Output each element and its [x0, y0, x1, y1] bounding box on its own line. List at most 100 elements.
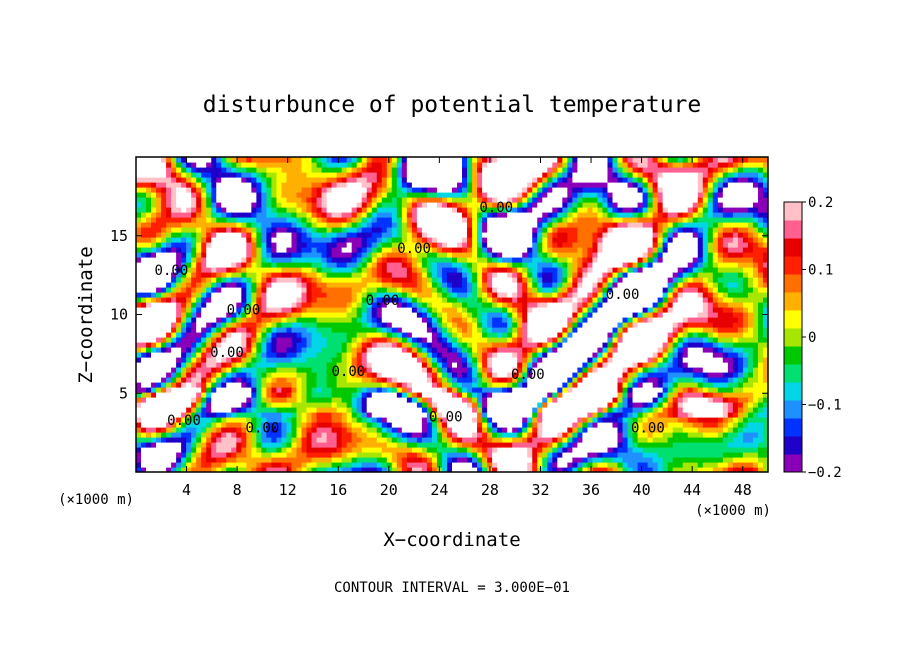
heatmap-cell	[396, 287, 403, 293]
heatmap-cell	[512, 317, 518, 323]
heatmap-cell	[261, 437, 268, 443]
heatmap-cell	[271, 177, 278, 183]
heatmap-cell	[431, 357, 438, 363]
heatmap-cell	[311, 337, 318, 343]
heatmap-cell	[256, 427, 262, 433]
heatmap-cell	[457, 287, 463, 293]
heatmap-cell	[391, 467, 398, 472]
heatmap-cell	[472, 162, 478, 168]
heatmap-cell	[346, 242, 353, 248]
heatmap-cell	[296, 337, 303, 343]
heatmap-cell	[216, 382, 222, 388]
heatmap-cell	[296, 382, 303, 388]
heatmap-cell	[211, 327, 217, 333]
heatmap-cell	[482, 202, 488, 208]
heatmap-cell	[211, 347, 217, 353]
heatmap-cell	[236, 397, 242, 403]
heatmap-cell	[206, 397, 212, 403]
heatmap-cell	[216, 347, 222, 353]
heatmap-cell	[401, 427, 408, 433]
heatmap-cell	[166, 407, 172, 413]
heatmap-cell	[492, 437, 498, 443]
heatmap-cell	[216, 427, 222, 433]
heatmap-cell	[166, 347, 172, 353]
heatmap-cell	[462, 217, 468, 223]
heatmap-cell	[236, 302, 242, 308]
heatmap-cell	[421, 207, 428, 213]
heatmap-cell	[216, 362, 222, 368]
heatmap-cell	[256, 307, 262, 313]
heatmap-cell	[336, 317, 343, 323]
heatmap-cell	[216, 417, 222, 423]
heatmap-cell	[331, 192, 338, 198]
heatmap-cell	[457, 262, 463, 268]
heatmap-cell	[371, 442, 378, 448]
heatmap-cell	[527, 372, 533, 378]
heatmap-cell	[376, 322, 383, 328]
heatmap-cell	[416, 187, 423, 193]
heatmap-cell	[211, 352, 217, 358]
heatmap-cell	[171, 432, 177, 438]
heatmap-cell	[306, 437, 313, 443]
heatmap-cell	[291, 287, 298, 293]
heatmap-cell	[472, 157, 478, 163]
heatmap-cell	[156, 217, 162, 223]
heatmap-cell	[226, 307, 232, 313]
heatmap-cell	[487, 177, 493, 183]
heatmap-cell	[467, 447, 473, 453]
heatmap-cell	[296, 322, 303, 328]
heatmap-cell	[321, 387, 328, 393]
heatmap-cell	[441, 332, 448, 338]
heatmap-cell	[251, 202, 257, 208]
heatmap-cell	[527, 307, 533, 313]
heatmap-cell	[231, 237, 237, 243]
heatmap-cell	[361, 252, 368, 258]
heatmap-cell	[321, 172, 328, 178]
heatmap-cell	[331, 162, 338, 168]
heatmap-cell	[261, 267, 268, 273]
heatmap-cell	[311, 327, 318, 333]
heatmap-cell	[266, 262, 273, 268]
heatmap-cell	[286, 427, 293, 433]
heatmap-cell	[502, 307, 508, 313]
heatmap-cell	[141, 362, 147, 368]
heatmap-cell	[522, 227, 528, 233]
heatmap-cell	[246, 172, 252, 178]
heatmap-cell	[186, 297, 192, 303]
heatmap-cell	[396, 337, 403, 343]
heatmap-cell	[371, 412, 378, 418]
heatmap-cell	[166, 417, 172, 423]
heatmap-cell	[381, 307, 388, 313]
heatmap-cell	[181, 192, 187, 198]
heatmap-cell	[136, 172, 142, 178]
heatmap-cell	[507, 357, 513, 363]
heatmap-cell	[517, 392, 523, 398]
heatmap-cell	[507, 457, 513, 463]
heatmap-cell	[161, 462, 167, 468]
heatmap-cell	[336, 367, 343, 373]
heatmap-cell	[136, 282, 142, 288]
heatmap-cell	[436, 392, 443, 398]
heatmap-cell	[261, 417, 268, 423]
heatmap-cell	[371, 287, 378, 293]
heatmap-cell	[452, 357, 458, 363]
heatmap-cell	[477, 257, 483, 263]
heatmap-cell	[206, 227, 212, 233]
heatmap-cell	[261, 462, 268, 468]
heatmap-cell	[281, 402, 288, 408]
heatmap-cell	[381, 347, 388, 353]
heatmap-cell	[266, 407, 273, 413]
heatmap-cell	[271, 352, 278, 358]
heatmap-cell	[246, 427, 252, 433]
heatmap-cell	[507, 402, 513, 408]
heatmap-cell	[346, 217, 353, 223]
heatmap-cell	[386, 212, 393, 218]
heatmap-cell	[512, 337, 518, 343]
heatmap-cell	[181, 212, 187, 218]
heatmap-cell	[406, 412, 413, 418]
heatmap-cell	[356, 397, 363, 403]
heatmap-cell	[366, 207, 373, 213]
heatmap-cell	[281, 192, 288, 198]
heatmap-cell	[211, 162, 217, 168]
heatmap-cell	[502, 462, 508, 468]
